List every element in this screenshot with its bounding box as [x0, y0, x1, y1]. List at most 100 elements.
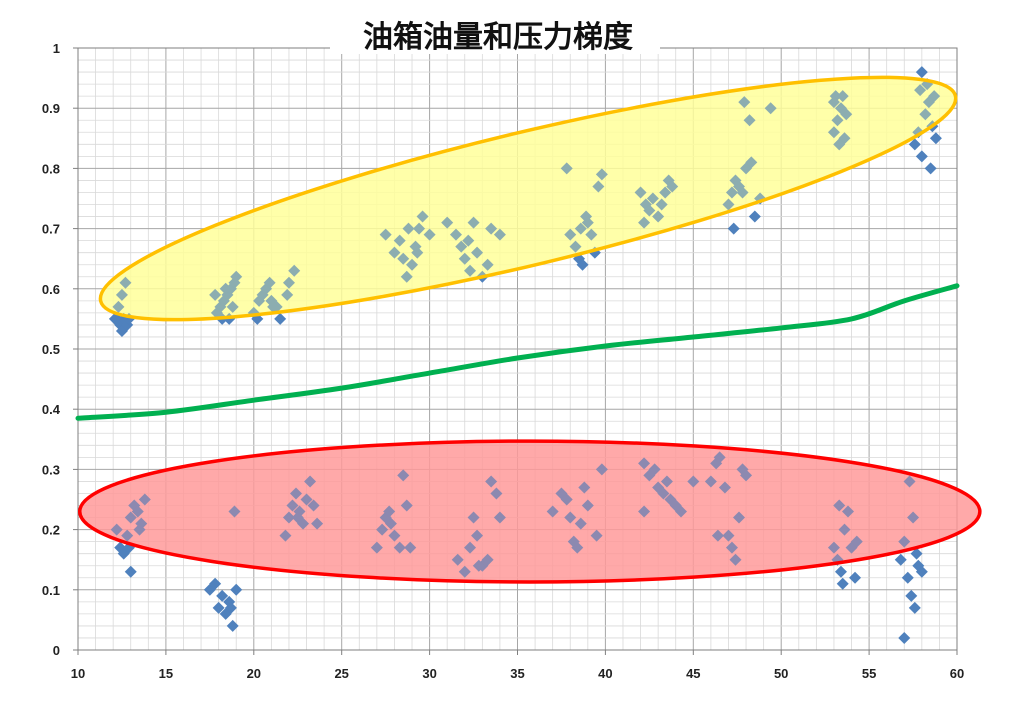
- data-point-diamond: [212, 601, 225, 614]
- lower-cluster-ellipse: [78, 439, 982, 584]
- data-point-diamond: [400, 499, 413, 512]
- y-tick-label: 0.2: [42, 523, 60, 538]
- x-tick-label: 30: [422, 666, 436, 681]
- data-point-diamond: [282, 276, 295, 289]
- data-point-diamond: [711, 529, 724, 542]
- data-point-diamond: [112, 300, 125, 313]
- data-point-diamond: [485, 475, 498, 488]
- data-point-diamond: [393, 541, 406, 554]
- data-point-diamond: [133, 523, 146, 536]
- data-point-diamond: [718, 481, 731, 494]
- x-tick-label: 10: [71, 666, 85, 681]
- threshold-line: [75, 283, 960, 421]
- data-point-diamond: [836, 577, 849, 590]
- data-point-diamond: [274, 312, 287, 325]
- data-point-diamond: [397, 469, 410, 482]
- data-point-diamond: [915, 150, 928, 163]
- data-point-diamond: [842, 505, 855, 518]
- highlight-ellipse-outlines: [78, 75, 982, 584]
- data-point-diamond: [736, 186, 749, 199]
- data-point-diamond: [121, 529, 134, 542]
- data-point-diamond: [485, 222, 498, 235]
- title-background: [330, 14, 660, 54]
- data-point-diamond: [574, 222, 587, 235]
- data-point-diamond: [370, 541, 383, 554]
- data-point-diamond: [657, 487, 670, 500]
- data-point-diamond: [704, 475, 717, 488]
- data-point-diamond: [400, 270, 413, 283]
- y-tick-label: 0.1: [42, 583, 60, 598]
- data-point-diamond: [849, 571, 862, 584]
- data-point-diamond: [903, 475, 916, 488]
- data-point-diamond: [836, 90, 849, 103]
- data-point-diamond: [481, 258, 494, 271]
- data-point-diamond: [493, 511, 506, 524]
- data-point-diamond: [226, 300, 239, 313]
- data-point-diamond: [838, 523, 851, 536]
- data-point-diamond: [738, 96, 751, 109]
- data-point-diamond: [638, 216, 651, 229]
- data-point-diamond: [743, 114, 756, 127]
- data-point-diamond: [638, 457, 651, 470]
- lower-cluster-ellipse-fill: [79, 441, 980, 582]
- data-point-diamond: [581, 499, 594, 512]
- x-tick-label: 25: [334, 666, 348, 681]
- data-point-diamond: [288, 264, 301, 277]
- data-point-diamond: [383, 505, 396, 518]
- y-tick-label: 0.4: [42, 402, 61, 417]
- data-point-diamond: [472, 559, 485, 572]
- data-point-diamond: [267, 300, 280, 313]
- x-tick-label: 40: [598, 666, 612, 681]
- data-point-diamond: [119, 276, 132, 289]
- data-point-diamond: [585, 228, 598, 241]
- data-point-diamond: [458, 565, 471, 578]
- data-point-diamond: [464, 541, 477, 554]
- data-point-diamond: [648, 463, 661, 476]
- data-point-diamond: [402, 222, 415, 235]
- data-point-diamond: [733, 511, 746, 524]
- x-tick-label: 20: [247, 666, 261, 681]
- data-point-diamond: [569, 240, 582, 253]
- data-point-diamond: [464, 264, 477, 277]
- data-point-diamond: [634, 186, 647, 199]
- data-point-diamond: [441, 216, 454, 229]
- data-point-diamond: [379, 228, 392, 241]
- data-point-diamond: [388, 529, 401, 542]
- data-point-diamond: [282, 511, 295, 524]
- data-point-diamond: [833, 138, 846, 151]
- data-point-diamond: [263, 276, 276, 289]
- data-point-diamond: [827, 126, 840, 139]
- x-axis-ticks: 10 15 20 25 30 35 40 45 50 55 60: [71, 650, 964, 681]
- data-point-diamond: [110, 523, 123, 536]
- data-point-diamond: [764, 102, 777, 115]
- data-point-diamond: [595, 168, 608, 181]
- data-point-diamond: [467, 511, 480, 524]
- y-tick-label: 1: [53, 41, 60, 56]
- data-point-diamond: [108, 312, 121, 325]
- data-point-diamond: [571, 541, 584, 554]
- x-tick-label: 15: [159, 666, 173, 681]
- x-tick-label: 55: [862, 666, 876, 681]
- data-point-diamond: [286, 499, 299, 512]
- data-point-diamond: [131, 505, 144, 518]
- data-point-diamond: [660, 475, 673, 488]
- data-point-diamond: [725, 541, 738, 554]
- data-point-diamond: [574, 517, 587, 530]
- data-point-diamond: [722, 529, 735, 542]
- data-point-diamond: [914, 84, 927, 97]
- data-point-diamond: [490, 487, 503, 500]
- data-point-diamond: [458, 252, 471, 265]
- data-point-diamond: [455, 240, 468, 253]
- data-point-diamond: [652, 210, 665, 223]
- data-point-diamond: [595, 463, 608, 476]
- data-point-diamond: [413, 222, 426, 235]
- data-point-diamond: [840, 108, 853, 121]
- data-point-diamond: [908, 601, 921, 614]
- data-point-diamond: [915, 66, 928, 79]
- y-tick-label: 0.5: [42, 342, 60, 357]
- data-point-diamond: [580, 210, 593, 223]
- x-tick-label: 35: [510, 666, 524, 681]
- data-point-diamond: [564, 228, 577, 241]
- data-point-diamond: [659, 186, 672, 199]
